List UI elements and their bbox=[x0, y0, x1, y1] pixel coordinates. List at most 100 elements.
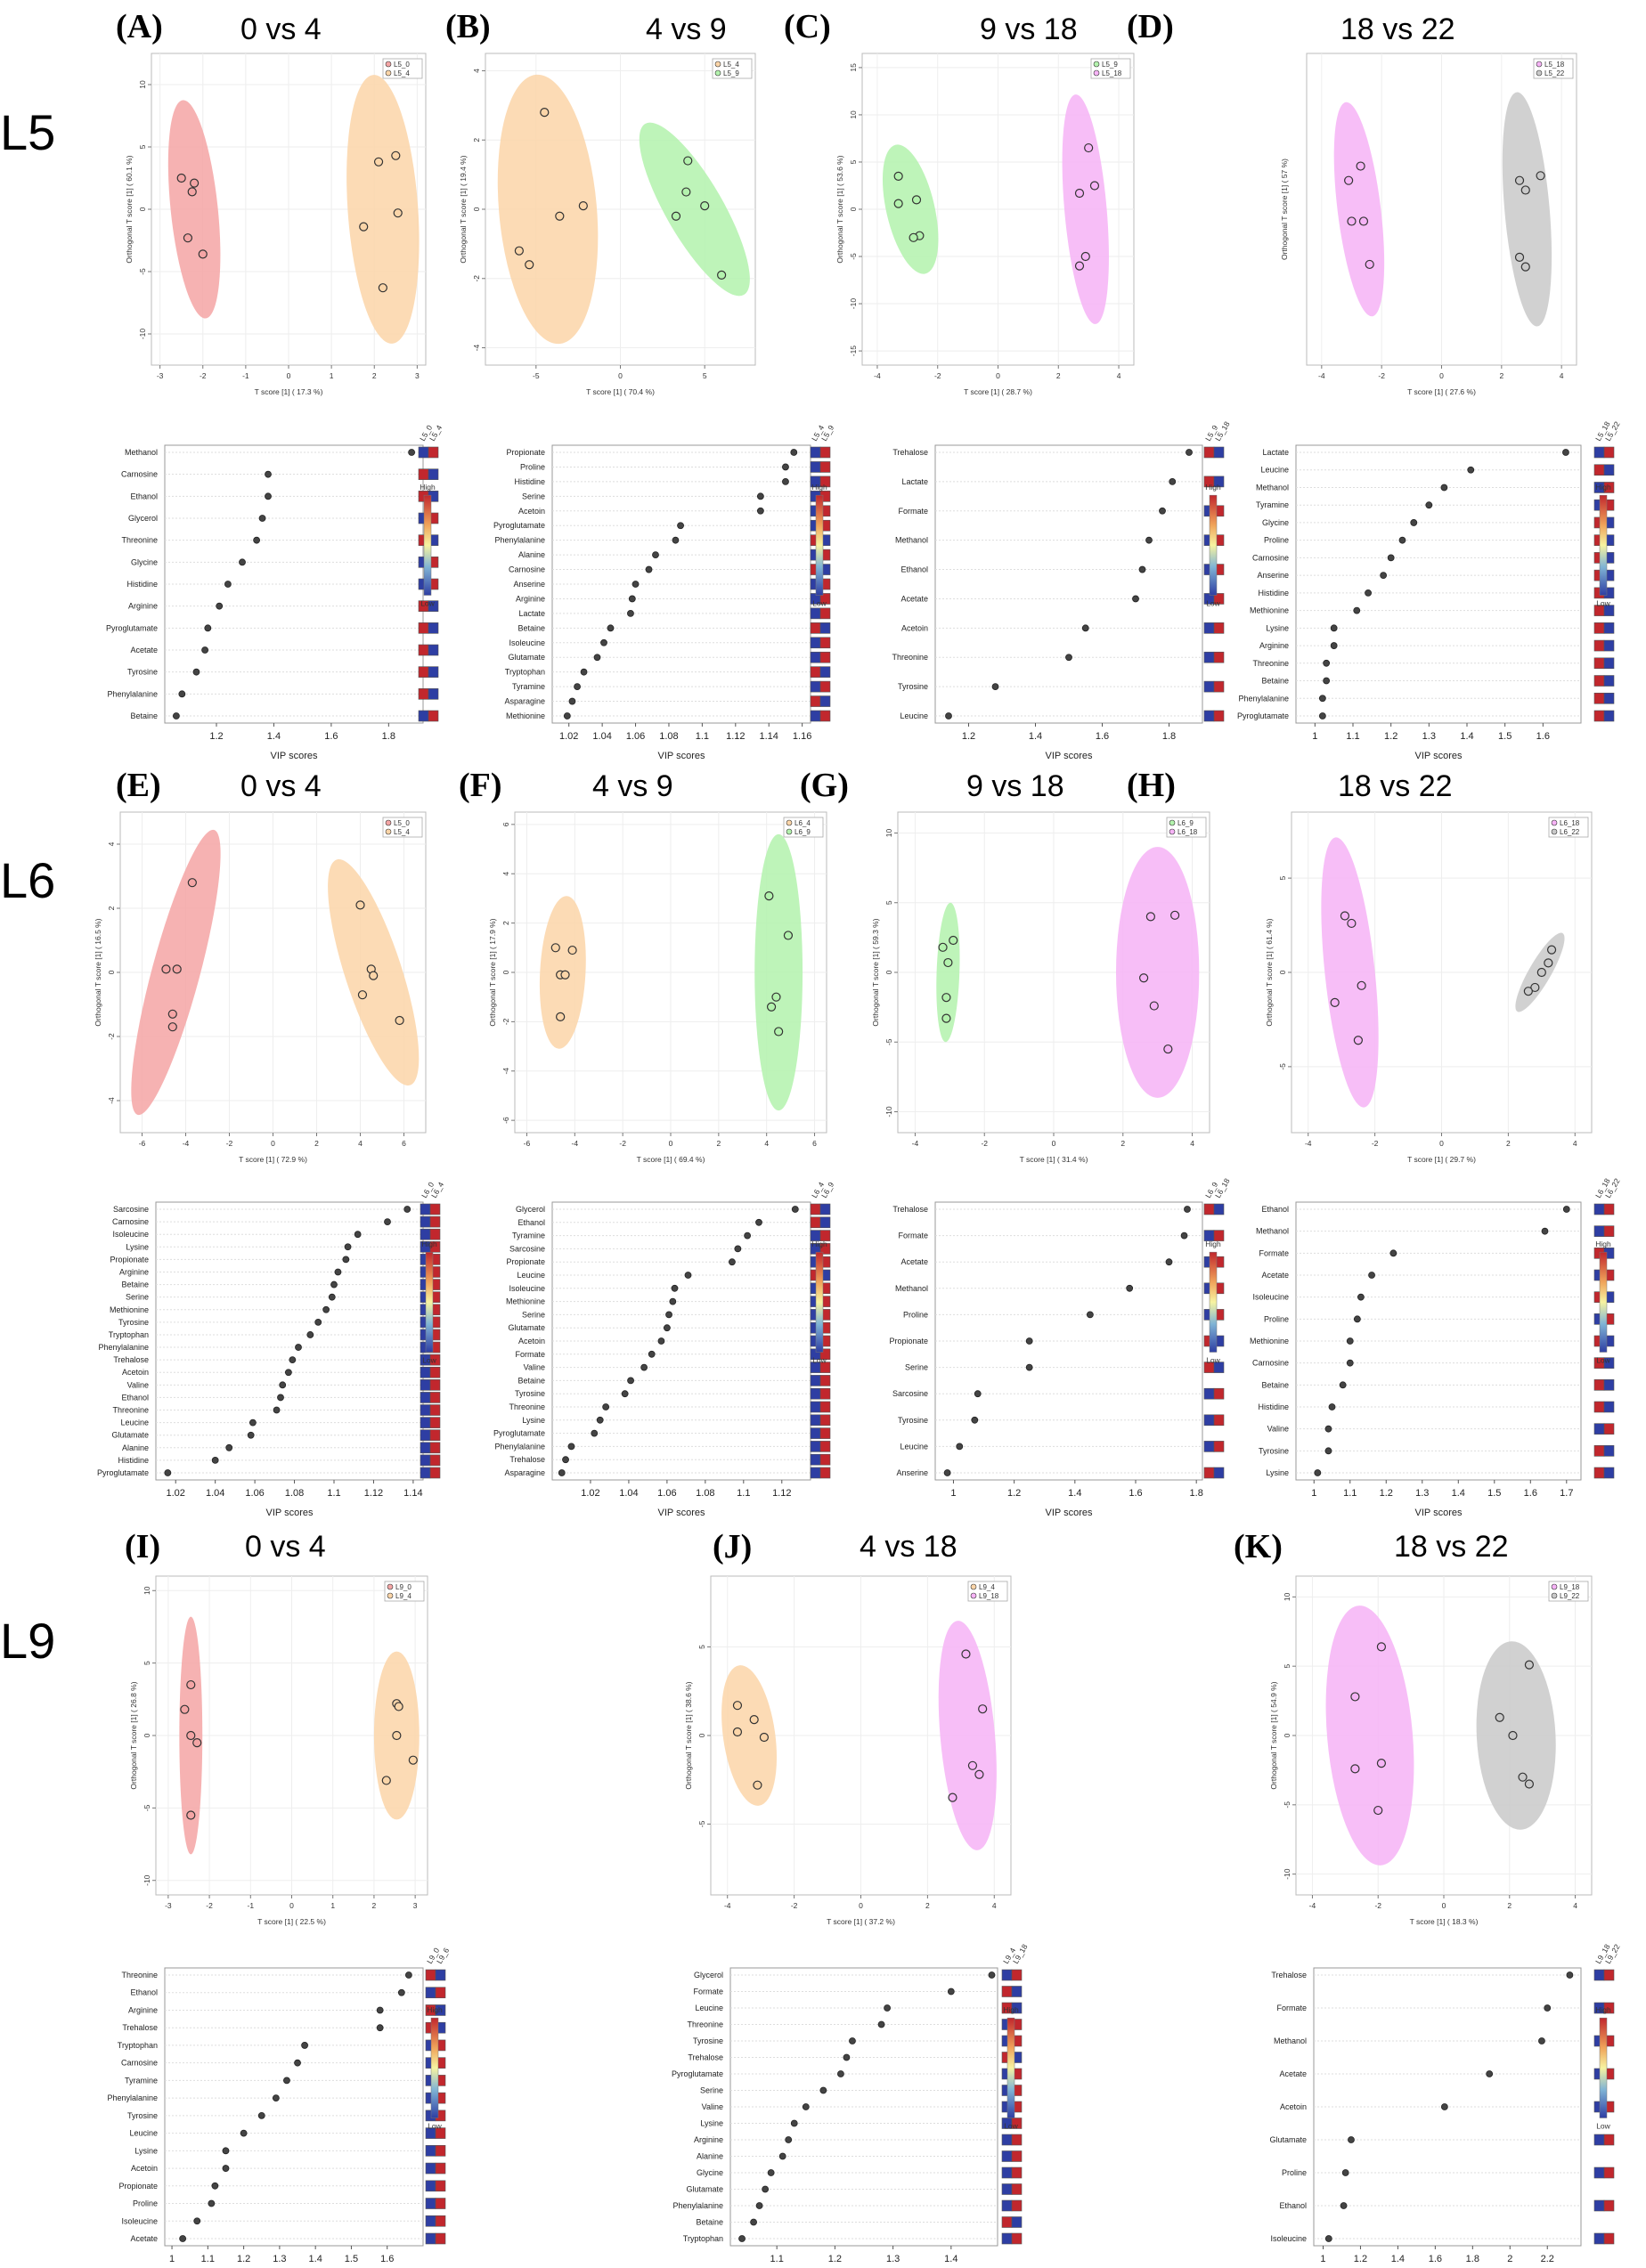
vip-metabolite-label: Trehalose bbox=[509, 1455, 545, 1464]
vip-x-tick-label: 1.1 bbox=[1343, 1488, 1357, 1499]
vip-score-point bbox=[265, 470, 272, 478]
vip-score-point bbox=[1538, 2037, 1545, 2044]
y-tick-label: 5 bbox=[849, 159, 858, 164]
vip-heat-cell bbox=[1213, 710, 1225, 722]
data-point bbox=[943, 957, 953, 968]
data-point bbox=[753, 1780, 762, 1790]
vip-metabolite-label: Tyrosine bbox=[127, 2111, 158, 2120]
vip-metabolite-label: Proline bbox=[903, 1310, 928, 1319]
vip-x-tick-label: 1.14 bbox=[760, 731, 778, 742]
x-tick-label: 0 bbox=[1442, 1901, 1446, 1910]
vip-heat-cell bbox=[1011, 1969, 1023, 1981]
vip-heat-cell bbox=[420, 1228, 431, 1240]
vip-score-point bbox=[277, 1394, 284, 1402]
y-tick-label: 10 bbox=[849, 110, 858, 119]
legend-entry: L5_9 bbox=[723, 69, 739, 77]
x-axis-label: T score [1] ( 28.7 %) bbox=[964, 387, 1032, 396]
vip-score-point bbox=[192, 668, 200, 676]
data-point bbox=[732, 1727, 743, 1737]
x-tick-label: -2 bbox=[1378, 371, 1385, 380]
x-axis-label: T score [1] ( 22.5 %) bbox=[257, 1917, 326, 1926]
row-label-l9: L9 bbox=[0, 1613, 55, 1669]
vip-metabolite-label: Valine bbox=[127, 1380, 149, 1389]
vip-heat-cell bbox=[819, 607, 831, 620]
vip-metabolite-label: Glycerol bbox=[128, 514, 158, 523]
vip-score-point bbox=[877, 2020, 885, 2028]
vip-x-tick-label: 1.14 bbox=[403, 1488, 422, 1499]
vip-metabolite-label: Isoleucine bbox=[509, 638, 545, 647]
vip-x-tick-label: 1.06 bbox=[245, 1488, 264, 1499]
data-point bbox=[1495, 1712, 1504, 1722]
vip-heat-cell bbox=[819, 1387, 831, 1400]
vip-heat-cell bbox=[420, 1379, 431, 1391]
vip-metabolite-label: Glutamate bbox=[111, 1431, 149, 1440]
data-point bbox=[717, 270, 727, 280]
data-point bbox=[567, 945, 577, 955]
vip-score-point bbox=[1341, 2169, 1349, 2176]
vip-metabolite-label: Pyroglutamate bbox=[1237, 711, 1289, 720]
vip-metabolite-label: Carnosine bbox=[121, 2059, 158, 2068]
vip-metabolite-label: Leucine bbox=[695, 2004, 723, 2012]
vip-heat-cell bbox=[810, 446, 821, 459]
data-point bbox=[941, 993, 951, 1003]
vip-score-point bbox=[1330, 624, 1338, 632]
vip-x-tick-label: 1.1 bbox=[1346, 731, 1359, 742]
data-point bbox=[1347, 918, 1357, 929]
vip-x-tick-label: 1 bbox=[1320, 2254, 1325, 2264]
vip-metabolite-label: Leucine bbox=[517, 1271, 545, 1280]
vip-score-point bbox=[755, 1218, 762, 1226]
legend-box bbox=[1548, 817, 1589, 838]
vip-heat-cell bbox=[819, 1441, 831, 1452]
vip-score-point bbox=[272, 2094, 280, 2102]
vip-score-point bbox=[201, 646, 209, 654]
y-tick-label: 10 bbox=[1283, 1592, 1292, 1601]
vip-score-point bbox=[1324, 1425, 1332, 1433]
vip-metabolite-label: Formate bbox=[515, 1350, 545, 1359]
x-axis-label: T score [1] ( 27.6 %) bbox=[1407, 387, 1476, 396]
x-tick-label: 2 bbox=[372, 371, 377, 380]
y-axis-label: Orthogonal T score [1] ( 59.3 %) bbox=[871, 918, 880, 1026]
vip-score-point bbox=[1324, 1447, 1332, 1455]
vip-heat-cell bbox=[420, 1417, 431, 1428]
vip-heat-cell bbox=[819, 651, 831, 663]
y-tick-label: 10 bbox=[884, 828, 893, 837]
legend-marker bbox=[714, 69, 721, 77]
x-tick-label: -3 bbox=[165, 1901, 172, 1910]
vip-metabolite-label: Trehalose bbox=[892, 1205, 928, 1214]
x-tick-label: 2 bbox=[1499, 371, 1503, 380]
vip-metabolite-label: Phenylalanine bbox=[494, 1442, 545, 1451]
vip-score-point bbox=[750, 2218, 757, 2226]
data-point bbox=[1330, 997, 1340, 1007]
vip-score-point bbox=[1159, 507, 1166, 515]
vip-heat-cell bbox=[1011, 2232, 1023, 2245]
vip-score-point bbox=[991, 683, 999, 691]
legend-entry: L9_0 bbox=[395, 1583, 412, 1591]
scale-low-label: Low bbox=[1004, 2121, 1018, 2130]
vip-metabolite-label: Sarcosine bbox=[113, 1205, 149, 1214]
vip-metabolite-label: Lysine bbox=[1266, 623, 1289, 632]
vip-score-point bbox=[574, 683, 581, 691]
data-point bbox=[1520, 262, 1530, 272]
vip-metabolite-label: Tyramine bbox=[125, 2076, 158, 2085]
y-tick-label: 0 bbox=[138, 207, 147, 211]
vip-metabolite-label: Propionate bbox=[889, 1337, 928, 1345]
scatter-panel-d: (D) 18 vs 22 -4 -2 0 2 4 T score [1] ( 27.6 %) O… bbox=[1127, 8, 1577, 396]
vip-score-point bbox=[222, 2165, 230, 2172]
x-axis-label: T score [1] ( 72.9 %) bbox=[239, 1155, 307, 1164]
vip-heat-cell bbox=[1593, 446, 1605, 459]
vip-heat-cell bbox=[819, 1414, 831, 1427]
vip-metabolite-label: Propionate bbox=[110, 1255, 149, 1264]
x-tick-label: 6 bbox=[812, 1139, 817, 1148]
legend-entry: L9_22 bbox=[1560, 1592, 1580, 1600]
vip-score-point bbox=[627, 1377, 634, 1385]
legend-entry: L5_4 bbox=[394, 69, 410, 77]
row-label-l5: L5 bbox=[0, 104, 55, 160]
x-tick-label: 0 bbox=[1052, 1139, 1056, 1148]
vip-heat-cell bbox=[428, 622, 439, 634]
legend-marker bbox=[1093, 61, 1100, 68]
legend-marker bbox=[1551, 1583, 1558, 1590]
legend-marker bbox=[786, 828, 793, 835]
vip-score-point bbox=[1180, 1232, 1188, 1240]
data-point bbox=[1536, 171, 1545, 181]
